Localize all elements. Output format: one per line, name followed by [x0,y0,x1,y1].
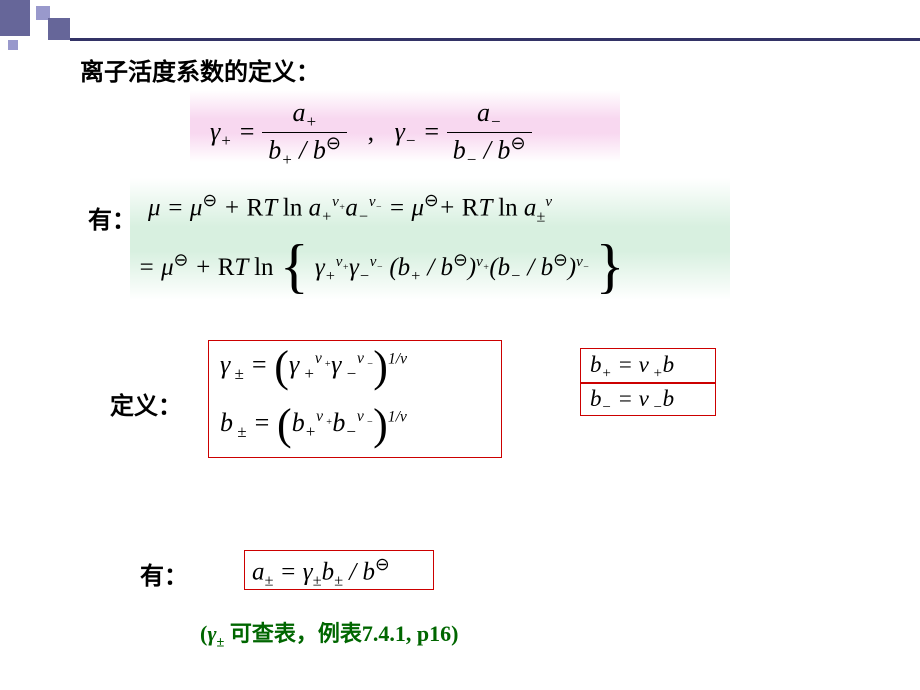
footnote-gamma-lookup: (γ± 可查表，例表7.4.1, p16) [200,616,520,651]
eq-b-mean-def: b ± = (b+ν +b−ν −)1/ν [220,408,407,442]
header-line [70,38,920,41]
deco-square [0,0,30,36]
deco-square [8,40,18,50]
eq-mu-line2: = μ⊖ + RT ln { γ+ν+γ−ν− (b+ / b⊖)ν+(b− /… [138,250,624,286]
label-definition: 定义： [110,386,182,421]
eq-gamma-mean-def: γ ± = (γ +ν +γ −ν −)1/ν [220,350,407,384]
eq-mu-line1: μ = μ⊖ + RT ln a+ν+a−ν− = μ⊖+ RT ln a±ν [148,190,552,226]
eq-final-activity: a± = γ±b± / b⊖ [252,554,390,590]
eq-bminus-relation: b− = ν −b [590,386,674,417]
eq-gamma-definition: γ+ = a+ b+ / b⊖ , γ− = a− b− / b⊖ [210,98,532,170]
footnote-text: 可查表，例表7.4.1, p16) [230,621,459,646]
slide-corner-decoration [0,0,32,36]
label-you-2: 有： [140,556,188,591]
section-title: 离子活度系数的定义： [80,52,320,87]
eq-bplus-relation: b+ = ν +b [590,352,674,383]
deco-square [48,18,70,40]
label-you-1: 有： [88,200,136,235]
